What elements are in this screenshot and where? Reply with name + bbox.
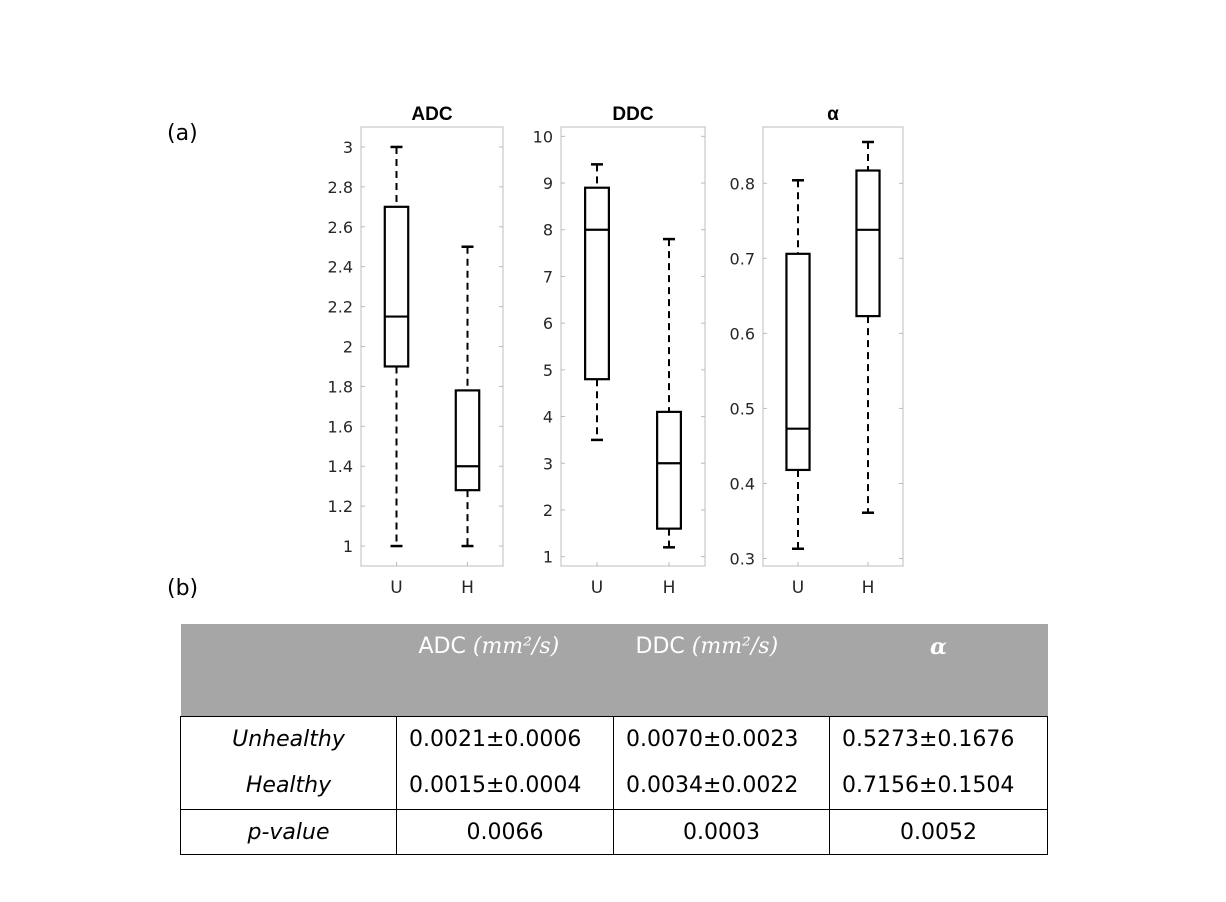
adc-axes-frame <box>360 126 504 567</box>
ddc-axes-frame <box>560 126 706 567</box>
adc-ytick-label: 1.4 <box>328 457 353 476</box>
alpha-box-h <box>855 140 881 514</box>
alpha-ytick-label: 0.8 <box>730 174 755 193</box>
alpha-values-cell: 0.5273±0.1676 0.7156±0.1504 <box>829 716 1048 810</box>
alpha-ytick-label: 0.7 <box>730 249 755 268</box>
alpha-healthy-value: 0.7156±0.1504 <box>842 773 1015 798</box>
header-adc: ADC (mm²/s) <box>396 624 614 717</box>
ddc-ytick-label: 4 <box>543 408 553 427</box>
interquartile-box <box>383 205 410 368</box>
alpha-ytick-label: 0.4 <box>730 474 755 493</box>
row-name-unhealthy: Unhealthy <box>232 727 345 752</box>
boxplot-alpha: α 0.3 0.4 0.5 0.6 0.7 0.8 U H <box>730 104 904 598</box>
row-names-cell: Unhealthy Healthy <box>180 716 397 810</box>
alpha-unhealthy-value: 0.5273±0.1676 <box>842 727 1015 752</box>
interquartile-box <box>656 410 682 530</box>
adc-ytick-label: 1.8 <box>328 377 353 396</box>
ddc-ytick-label: 9 <box>543 174 553 193</box>
header-alpha: α <box>829 624 1048 717</box>
ddc-ytick-label: 2 <box>543 501 553 520</box>
ddc-title: DDC <box>612 104 653 125</box>
header-empty <box>180 624 397 717</box>
panel-label-b: (b) <box>167 576 199 601</box>
ddc-ytick-label: 10 <box>533 127 553 146</box>
table-row-pvalue: p-value 0.0066 0.0003 0.0052 <box>180 809 1048 855</box>
adc-values-cell: 0.0021±0.0006 0.0015±0.0004 <box>396 716 614 810</box>
header-ddc-unit: (mm²/s) <box>691 634 779 659</box>
adc-ytick-label: 2.8 <box>328 178 353 197</box>
interquartile-box <box>584 186 610 381</box>
boxplot-ddc: DDC 1 2 3 4 5 6 7 8 9 10 U H <box>533 104 706 598</box>
ddc-box-u <box>584 163 610 442</box>
header-alpha-symbol: α <box>930 634 947 660</box>
adc-ytick-label: 3 <box>343 138 353 157</box>
alpha-axes-frame <box>762 126 904 567</box>
header-ddc: DDC (mm²/s) <box>613 624 830 717</box>
adc-unhealthy-value: 0.0021±0.0006 <box>409 727 582 752</box>
adc-box-h <box>454 245 481 548</box>
alpha-xtick-label: U <box>792 578 804 598</box>
alpha-ytick-label: 0.5 <box>730 399 755 418</box>
ddc-ytick-label: 3 <box>543 454 553 473</box>
ddc-unhealthy-value: 0.0070±0.0023 <box>626 727 799 752</box>
alpha-ytick-label: 0.6 <box>730 324 755 343</box>
adc-ytick-label: 1 <box>343 537 353 556</box>
adc-ytick-label: 2.4 <box>328 258 353 277</box>
interquartile-box <box>855 169 881 318</box>
header-adc-label: ADC <box>418 634 473 659</box>
adc-ytick-label: 2 <box>343 338 353 357</box>
adc-ytick-label: 1.2 <box>328 497 353 516</box>
alpha-ytick-label: 0.3 <box>730 549 755 568</box>
alpha-title: α <box>827 104 839 125</box>
adc-ytick-label: 2.6 <box>328 218 353 237</box>
adc-pvalue: 0.0066 <box>396 809 614 855</box>
table-row-groups: Unhealthy Healthy 0.0021±0.0006 0.0015±0… <box>180 716 1048 810</box>
ddc-xtick-label: H <box>663 578 676 598</box>
ddc-ytick-label: 7 <box>543 267 553 286</box>
interquartile-box <box>785 252 811 472</box>
adc-xtick-label: H <box>461 578 474 598</box>
header-adc-unit: (mm²/s) <box>472 634 560 659</box>
ddc-values-cell: 0.0070±0.0023 0.0034±0.0022 <box>613 716 830 810</box>
alpha-xtick-label: H <box>862 578 875 598</box>
adc-ytick-label: 1.6 <box>328 417 353 436</box>
statistics-table: ADC (mm²/s) DDC (mm²/s) α Unhealthy Heal… <box>180 624 1048 855</box>
row-name-healthy: Healthy <box>245 773 332 798</box>
boxplot-adc: ADC 1 1.2 1.4 1.6 1.8 2 2.2 2.4 2.6 2.8 3 U H <box>328 104 504 598</box>
interquartile-box <box>454 389 481 492</box>
adc-ytick-label: 2.2 <box>328 298 353 317</box>
header-ddc-label: DDC <box>635 634 692 659</box>
ddc-ytick-label: 1 <box>543 548 553 567</box>
panel-label-a: (a) <box>167 121 198 146</box>
ddc-ytick-label: 8 <box>543 221 553 240</box>
alpha-pvalue: 0.0052 <box>829 809 1048 855</box>
adc-xtick-label: U <box>390 578 402 598</box>
row-name-pvalue: p-value <box>180 809 397 855</box>
adc-healthy-value: 0.0015±0.0004 <box>409 773 582 798</box>
ddc-box-h <box>656 237 682 549</box>
ddc-healthy-value: 0.0034±0.0022 <box>626 773 799 798</box>
adc-title: ADC <box>411 104 452 125</box>
ddc-ytick-label: 5 <box>543 361 553 380</box>
ddc-ytick-label: 6 <box>543 314 553 333</box>
table-header-row: ADC (mm²/s) DDC (mm²/s) α <box>180 624 1048 717</box>
ddc-xtick-label: U <box>591 578 603 598</box>
alpha-box-u <box>785 179 811 550</box>
ddc-pvalue: 0.0003 <box>613 809 830 855</box>
adc-box-u <box>383 145 410 548</box>
